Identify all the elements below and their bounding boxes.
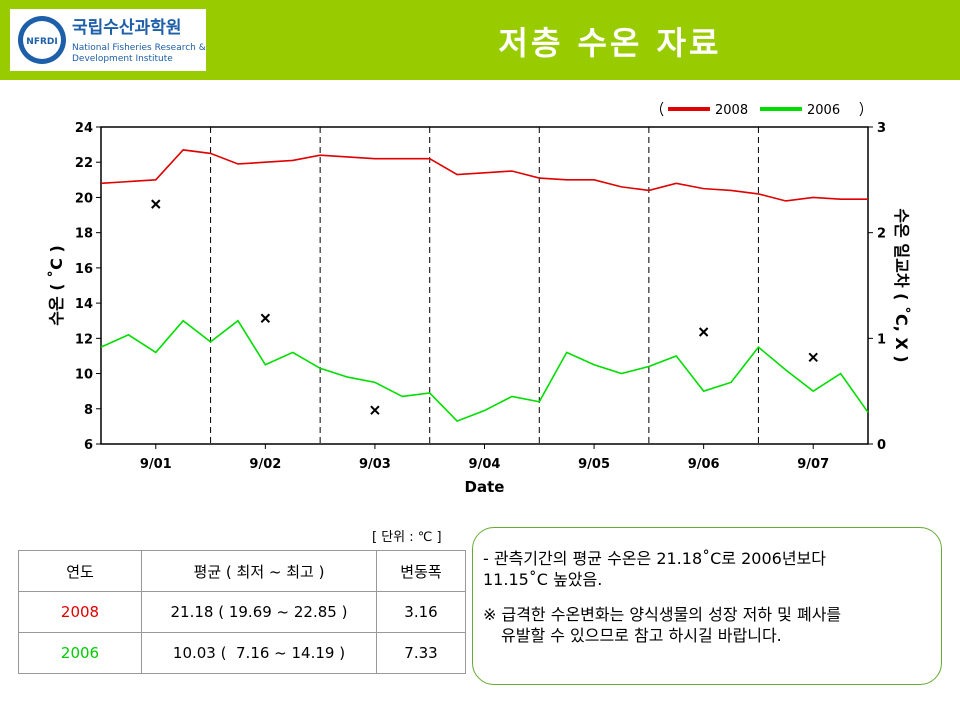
x-marker: [370, 405, 380, 415]
x-marker: [260, 313, 271, 323]
y-tick-label: 20: [75, 191, 93, 206]
x-marker: [808, 352, 818, 363]
y-tick-label: 16: [75, 262, 93, 277]
th: 연도: [18, 550, 142, 592]
y-tick-label: 14: [75, 297, 93, 312]
header: NFRDI 국립수산과학원 National Fisheries Researc…: [0, 0, 960, 80]
table-row: 2008 21.18 ( 19.69 ~ 22.85 ) 3.16: [18, 591, 466, 633]
legend-paren: [859, 101, 863, 117]
y-tick-label: 10: [75, 368, 93, 383]
x-tick-label: 9/06: [688, 457, 720, 472]
x-tick-label: 9/03: [359, 457, 391, 472]
x-marker: [151, 199, 161, 209]
logo-en: National Fisheries Research &: [72, 43, 206, 53]
note-line: - 관측기간의 평균 수온은 21.18˚C로 2006년보다: [483, 549, 826, 568]
y2-tick-label: 0: [877, 438, 886, 453]
note-line: ※ 급격한 수온변화는 양식생물의 성장 저하 및 폐사를: [483, 605, 842, 624]
td: 21.18 ( 19.69 ~ 22.85 ): [141, 591, 377, 633]
td: 3.16: [376, 591, 466, 633]
title: 저층 수온 자료: [498, 24, 722, 62]
x-marker: [698, 327, 709, 337]
y-tick-label: 8: [84, 403, 93, 418]
table-header: 연도 평균 ( 최저 ~ 최고 ) 변동폭: [18, 550, 466, 592]
series-line: [100, 149, 868, 202]
y-tick-label: 24: [75, 121, 93, 136]
legend-label: 2006: [807, 103, 840, 118]
y-tick-label: 22: [75, 156, 93, 171]
y2-tick-label: 2: [877, 227, 886, 242]
td: 2008: [18, 591, 142, 633]
y-axis-label: 수온 ( ˚C ): [47, 245, 66, 326]
x-tick-label: 9/07: [797, 457, 829, 472]
note-line: 유발할 수 있으므로 참고 하시길 바랍니다.: [501, 626, 782, 645]
x-tick-label: 9/02: [249, 457, 281, 472]
table-row: 2006 10.03 ( 7.16 ~ 14.19 ) 7.33: [18, 632, 466, 674]
th: 변동폭: [376, 550, 466, 592]
x-axis-label: Date: [465, 478, 505, 496]
y-tick-label: 18: [75, 227, 93, 242]
logo-mark: NFRDI: [26, 37, 57, 47]
logo-en: Development Institute: [72, 54, 173, 64]
x-tick-label: 9/05: [578, 457, 610, 472]
table-unit: [ 단위 : ℃ ]: [372, 530, 442, 545]
plot-frame: [100, 126, 869, 445]
td: 7.33: [376, 632, 466, 674]
td: 2006: [18, 632, 142, 674]
x-tick-label: 9/04: [469, 457, 501, 472]
table: 연도 평균 ( 최저 ~ 최고 ) 변동폭 2008 21.18 ( 19.69…: [18, 550, 466, 674]
logo-name: 국립수산과학원: [72, 18, 181, 38]
y2-tick-label: 1: [877, 332, 886, 347]
y2-tick-label: 3: [877, 121, 886, 136]
note-line: 11.15˚C 높았음.: [483, 570, 603, 589]
note-box: - 관측기간의 평균 수온은 21.18˚C로 2006년보다 11.15˚C …: [472, 527, 942, 685]
td: 10.03 ( 7.16 ~ 14.19 ): [141, 632, 377, 674]
series-line: [100, 319, 869, 423]
legend-paren: [660, 101, 664, 117]
legend-label: 2008: [715, 103, 748, 118]
logo-inner: [23, 21, 61, 59]
th: 평균 ( 최저 ~ 최고 ): [141, 550, 377, 592]
y2-axis-label: 수온 일교차 ( ˚C, X ): [892, 208, 911, 362]
y-tick-label: 12: [75, 332, 93, 347]
y-tick-label: 6: [84, 438, 93, 453]
x-tick-label: 9/01: [140, 457, 172, 472]
logo: NFRDI 국립수산과학원 National Fisheries Researc…: [10, 9, 206, 71]
logo-graphic: NFRDI 국립수산과학원 National Fisheries Researc…: [18, 16, 206, 64]
